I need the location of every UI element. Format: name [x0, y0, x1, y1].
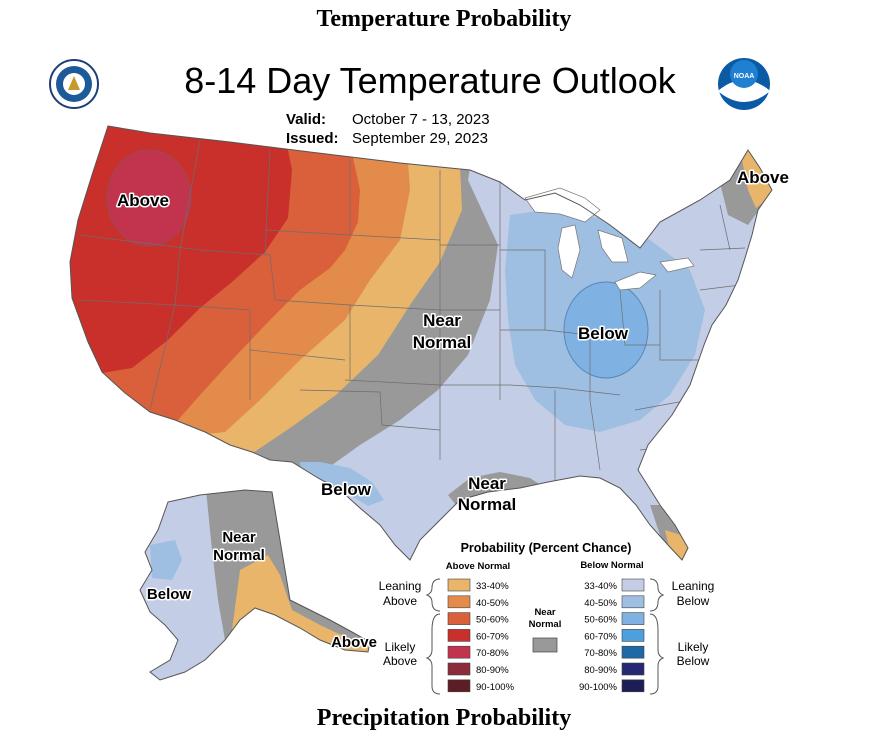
valid-dates: October 7 - 13, 2023: [352, 111, 490, 128]
valid-row: Valid: October 7 - 13, 2023: [286, 111, 490, 128]
legend-above-swatch-6: [447, 679, 471, 693]
conus-outline: [69, 125, 773, 561]
region-label-maine: Above: [737, 168, 789, 187]
region-label-pacific-northwest: Above: [117, 191, 169, 210]
legend-below-swatch-5: [621, 662, 645, 676]
issued-label: Issued:: [286, 130, 339, 147]
region-label-northern-plains-line2: Normal: [413, 333, 472, 352]
legend-leaning-below-1: Leaning: [672, 579, 715, 593]
legend-above-swatch-5: [447, 662, 471, 676]
legend-below-range-6: 90-100%: [579, 682, 618, 693]
legend-leaning-above-1: Leaning: [379, 579, 422, 593]
bracket-likely-below: [649, 613, 665, 695]
legend-below-range-1: 40-50%: [584, 598, 617, 609]
legend-below-swatch-6: [621, 679, 645, 693]
legend-below-swatch-2: [621, 612, 645, 625]
region-label-western-alaska: Below: [147, 586, 192, 603]
alaska-outline: [139, 489, 371, 681]
legend-below-range-5: 80-90%: [584, 665, 617, 676]
legend-below-range-2: 50-60%: [584, 615, 617, 626]
legend-above-swatch-2: [447, 612, 471, 625]
legend-below-range-4: 70-80%: [584, 648, 617, 659]
legend-above-swatch-1: [447, 595, 471, 609]
region-label-gulf-coast-line2: Normal: [458, 495, 517, 514]
legend-below-swatch-1: [621, 595, 645, 609]
precipitation-probability-heading: Precipitation Probability: [316, 705, 572, 731]
legend-above-range-6: 90-100%: [476, 682, 515, 693]
legend-below-swatch-3: [621, 629, 645, 642]
legend-leaning-above-2: Above: [383, 594, 417, 608]
legend-below-range-0: 33-40%: [584, 581, 617, 592]
legend-above-rows: 33-40% 40-50% 50-60% 60-70% 70-80% 80-90% 90-1…: [447, 578, 515, 693]
region-label-alaska-interior-line1: Near: [222, 529, 256, 546]
noaa-logo-icon: NOAA: [718, 58, 770, 110]
maine-above-band: [740, 145, 772, 208]
bracket-leaning-above: [425, 578, 441, 612]
map-title: 8-14 Day Temperature Outlook: [184, 60, 676, 101]
temperature-probability-heading: Temperature Probability: [316, 6, 572, 32]
region-label-alaska-peninsula: Above: [331, 634, 377, 651]
state-boundaries: [77, 139, 746, 480]
region-label-alaska-interior-line2: Normal: [213, 547, 265, 564]
legend-likely-below-2: Below: [677, 654, 710, 668]
alaska-probability-fill: [140, 490, 370, 680]
legend-above-swatch-3: [447, 629, 471, 642]
issued-date: September 29, 2023: [352, 130, 488, 147]
florida-above-band: [665, 530, 692, 560]
legend-likely-above-1: Likely: [385, 640, 416, 654]
legend-brackets: [425, 578, 665, 695]
region-label-west-texas: Below: [321, 480, 372, 499]
bracket-likely-above: [425, 613, 441, 695]
legend-near-label-2: Normal: [529, 619, 562, 630]
legend-above-range-3: 60-70%: [476, 631, 509, 642]
texas-below-40-50-band: [300, 462, 384, 506]
legend-above-range-4: 70-80%: [476, 648, 509, 659]
legend-above-header: Above Normal: [446, 561, 510, 572]
noaa-logo-text: NOAA: [734, 73, 755, 80]
legend-near-label-1: Near: [534, 607, 555, 618]
above-70-80-band: [106, 149, 192, 247]
great-lakes: [524, 187, 695, 291]
region-labels: Above Above Near Normal Below Below Near…: [116, 167, 791, 653]
legend-below-header: Below Normal: [580, 560, 643, 571]
below-50-60-band: [563, 281, 649, 379]
legend-likely-above-2: Above: [383, 654, 417, 668]
region-label-ohio-valley: Below: [578, 324, 629, 343]
legend-above-range-1: 40-50%: [476, 598, 509, 609]
legend-title: Probability (Percent Chance): [461, 541, 632, 555]
legend-above-range-5: 80-90%: [476, 665, 509, 676]
legend-below-rows: 33-40% 40-50% 50-60% 60-70% 70-80% 80-90% 90-1…: [579, 578, 645, 693]
legend-below-swatch-4: [621, 645, 645, 659]
legend-likely-below-1: Likely: [678, 640, 709, 654]
region-label-northern-plains-line1: Near: [423, 311, 461, 330]
valid-label: Valid:: [286, 111, 327, 128]
legend-above-swatch-4: [447, 645, 471, 659]
legend-near-swatch: [532, 637, 558, 653]
legend-leaning-below-2: Below: [677, 594, 710, 608]
legend-above-range-2: 50-60%: [476, 615, 509, 626]
issued-row: Issued: September 29, 2023: [286, 130, 488, 147]
legend-below-swatch-0: [621, 578, 645, 592]
legend-above-range-0: 33-40%: [476, 581, 509, 592]
legend-below-range-3: 60-70%: [584, 631, 617, 642]
doc-seal-icon: [49, 59, 99, 109]
legend-above-swatch-0: [447, 578, 471, 592]
probability-legend: Probability (Percent Chance) Above Norma…: [379, 541, 715, 695]
bracket-leaning-below: [649, 578, 665, 612]
region-label-gulf-coast-line1: Near: [468, 474, 506, 493]
